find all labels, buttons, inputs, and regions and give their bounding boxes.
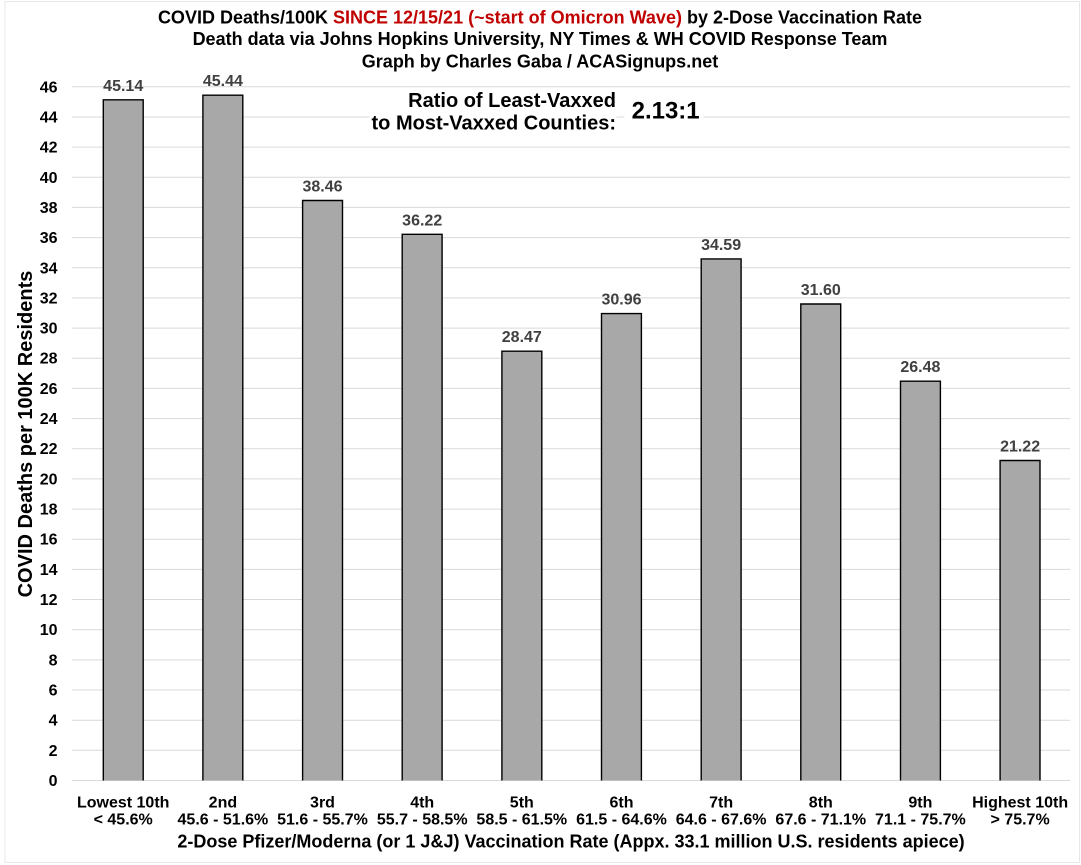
- svg-text:61.5 - 64.6%: 61.5 - 64.6%: [576, 811, 667, 828]
- svg-text:2.13:1: 2.13:1: [632, 98, 700, 125]
- svg-text:2nd: 2nd: [209, 794, 237, 811]
- svg-text:55.7 - 58.5%: 55.7 - 58.5%: [377, 811, 468, 828]
- svg-text:34.59: 34.59: [701, 237, 741, 254]
- svg-text:32: 32: [40, 290, 58, 307]
- svg-text:40: 40: [40, 170, 58, 187]
- svg-text:42: 42: [40, 140, 58, 157]
- svg-text:24: 24: [40, 411, 58, 428]
- svg-text:8: 8: [49, 652, 58, 669]
- svg-text:45.6 - 51.6%: 45.6 - 51.6%: [178, 811, 269, 828]
- svg-text:4th: 4th: [410, 794, 434, 811]
- svg-text:COVID Deaths/100K SINCE 12/15/: COVID Deaths/100K SINCE 12/15/21 (~start…: [158, 8, 922, 28]
- svg-text:12: 12: [40, 592, 58, 609]
- svg-text:28: 28: [40, 351, 58, 368]
- svg-text:45.44: 45.44: [203, 73, 243, 90]
- svg-text:< 45.6%: < 45.6%: [94, 811, 153, 828]
- svg-text:30: 30: [40, 321, 58, 338]
- svg-text:3rd: 3rd: [310, 794, 335, 811]
- svg-text:2-Dose Pfizer/Moderna (or 1 J&: 2-Dose Pfizer/Moderna (or 1 J&J) Vaccina…: [177, 832, 964, 852]
- svg-text:Death data via Johns Hopkins U: Death data via Johns Hopkins University,…: [193, 29, 888, 49]
- svg-text:36.22: 36.22: [402, 212, 442, 229]
- svg-text:9th: 9th: [908, 794, 932, 811]
- svg-text:Graph by Charles Gaba / ACASig: Graph by Charles Gaba / ACASignups.net: [362, 51, 718, 71]
- svg-text:7th: 7th: [709, 794, 733, 811]
- svg-text:6: 6: [49, 683, 58, 700]
- svg-text:16: 16: [40, 532, 58, 549]
- svg-text:71.1 - 75.7%: 71.1 - 75.7%: [875, 811, 966, 828]
- svg-text:45.14: 45.14: [103, 78, 143, 95]
- svg-text:28.47: 28.47: [502, 329, 542, 346]
- svg-text:14: 14: [40, 562, 58, 579]
- svg-text:64.6 - 67.6%: 64.6 - 67.6%: [676, 811, 767, 828]
- svg-text:8th: 8th: [809, 794, 833, 811]
- svg-text:58.5 - 61.5%: 58.5 - 61.5%: [476, 811, 567, 828]
- svg-text:> 75.7%: > 75.7%: [991, 811, 1050, 828]
- svg-text:31.60: 31.60: [801, 282, 841, 299]
- svg-text:22: 22: [40, 441, 58, 458]
- svg-text:36: 36: [40, 230, 58, 247]
- svg-text:20: 20: [40, 471, 58, 488]
- svg-text:26.48: 26.48: [900, 359, 940, 376]
- svg-text:46: 46: [40, 79, 58, 96]
- svg-text:34: 34: [40, 260, 58, 277]
- svg-text:Highest 10th: Highest 10th: [972, 794, 1068, 811]
- svg-text:18: 18: [40, 502, 58, 519]
- svg-text:4: 4: [49, 713, 58, 730]
- svg-text:2: 2: [49, 743, 58, 760]
- svg-text:26: 26: [40, 381, 58, 398]
- svg-text:51.6 - 55.7%: 51.6 - 55.7%: [277, 811, 368, 828]
- svg-text:10: 10: [40, 622, 58, 639]
- svg-text:38.46: 38.46: [302, 179, 342, 196]
- svg-text:Ratio of Least-Vaxxed: Ratio of Least-Vaxxed: [408, 90, 616, 112]
- svg-text:6th: 6th: [610, 794, 634, 811]
- svg-text:44: 44: [40, 110, 58, 127]
- svg-text:to Most-Vaxxed Counties:: to Most-Vaxxed Counties:: [372, 112, 616, 134]
- svg-text:21.22: 21.22: [1000, 439, 1040, 456]
- svg-text:COVID Deaths per 100K Resident: COVID Deaths per 100K Residents: [15, 271, 37, 598]
- svg-text:0: 0: [49, 773, 58, 790]
- svg-text:38: 38: [40, 200, 58, 217]
- svg-text:30.96: 30.96: [601, 292, 641, 309]
- svg-text:67.6 - 71.1%: 67.6 - 71.1%: [775, 811, 866, 828]
- svg-text:Lowest 10th: Lowest 10th: [77, 794, 169, 811]
- svg-text:5th: 5th: [510, 794, 534, 811]
